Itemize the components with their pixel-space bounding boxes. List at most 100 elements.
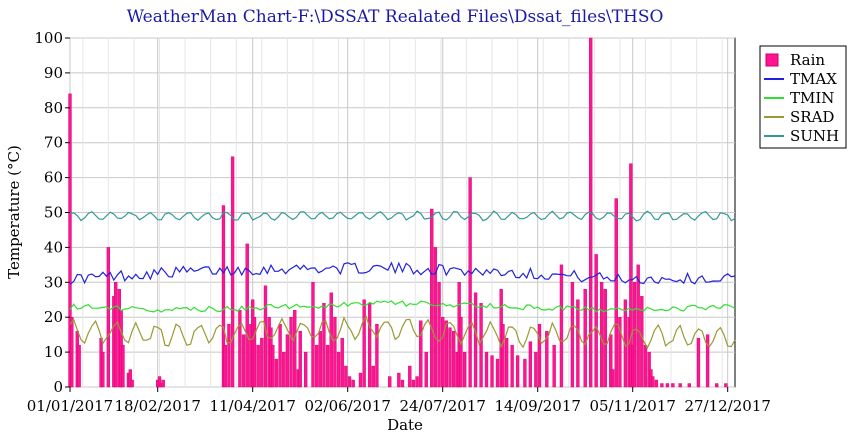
rain-bar	[256, 344, 260, 388]
rain-bar	[161, 379, 165, 388]
rain-bar	[430, 208, 434, 388]
rain-bar	[77, 344, 81, 388]
series-line-sunh	[69, 210, 736, 222]
rain-bar	[121, 344, 125, 388]
rain-bar	[715, 383, 719, 388]
rain-bar	[504, 337, 509, 388]
rain-bar	[614, 198, 618, 388]
rain-bar	[570, 282, 575, 388]
rain-bar	[583, 289, 587, 388]
rain-bar	[545, 330, 549, 388]
y-tick-label: 10	[44, 343, 63, 361]
rain-bar	[660, 383, 664, 388]
rain-bar	[227, 323, 231, 388]
rain-bar	[367, 303, 372, 388]
rain-bar	[424, 351, 428, 388]
rain-bar	[271, 344, 275, 388]
rain-bar	[371, 365, 375, 388]
rain-bar	[397, 372, 401, 388]
rain-bar	[70, 317, 74, 388]
rain-bar	[651, 376, 655, 388]
plot-area	[68, 37, 736, 388]
rain-bar	[484, 351, 489, 388]
rain-bar	[687, 383, 691, 388]
rain-bar	[468, 177, 472, 388]
rain-bar	[640, 296, 644, 388]
rain-bar	[705, 334, 710, 388]
rain-bar	[473, 292, 478, 388]
rain-bar	[411, 379, 416, 388]
x-axis-ticks: 01/01/2017 18/02/2017 11/04/2017 02/06/2017…	[27, 387, 771, 415]
rain-bar	[274, 358, 279, 388]
rain-bar	[459, 317, 463, 388]
rain-bar	[362, 299, 366, 388]
rain-bar	[629, 163, 633, 388]
rain-bar	[515, 355, 520, 388]
rain-bar	[285, 334, 290, 388]
rain-bar	[576, 299, 580, 388]
rain-bar	[444, 320, 449, 388]
rain-bar	[130, 379, 134, 388]
rain-bar	[230, 156, 235, 388]
rain-bar	[408, 365, 412, 388]
series-line-tmax	[69, 261, 736, 285]
rain-bar	[333, 317, 337, 388]
y-tick-label: 60	[44, 169, 63, 187]
legend-label-tmax: TMAX	[790, 70, 837, 88]
x-tick-label: 02/06/2017	[304, 397, 390, 415]
legend-label-rain: Rain	[790, 51, 825, 69]
rain-bar	[594, 254, 598, 388]
rain-bar	[618, 317, 622, 388]
rain-bar	[347, 376, 352, 388]
rain-bar	[322, 303, 326, 388]
rain-bar	[157, 376, 162, 388]
rain-bar	[534, 351, 538, 388]
rain-bar	[252, 317, 257, 388]
series-line-srad	[69, 314, 736, 350]
y-tick-label: 0	[53, 378, 63, 396]
x-tick-label: 24/07/2017	[399, 397, 485, 415]
rain-bar	[671, 383, 675, 388]
rain-bar	[501, 323, 505, 388]
y-tick-label: 40	[44, 238, 63, 256]
rain-bar	[263, 285, 268, 388]
rain-bar	[375, 323, 379, 388]
rain-bar	[221, 205, 226, 388]
legend-swatch-rain	[765, 53, 779, 67]
y-tick-label: 100	[34, 29, 63, 47]
y-tick-label: 70	[44, 134, 63, 152]
x-tick-label: 05/11/2017	[589, 397, 675, 415]
rain-bar	[490, 355, 494, 388]
rain-bar	[314, 344, 319, 388]
rain-bar	[636, 264, 640, 388]
rain-bar	[344, 365, 348, 388]
y-axis-ticks: 0 10 20 30 40 50 60 70 80 90 100	[34, 29, 70, 396]
rain-bar	[238, 310, 242, 388]
rain-bar	[298, 330, 302, 388]
rain-bar	[610, 369, 615, 388]
rain-bar	[510, 344, 514, 388]
legend-label-srad: SRAD	[790, 108, 834, 126]
legend-label-tmin: TMIN	[790, 89, 834, 107]
rain-bar	[559, 264, 564, 388]
rain-bar	[351, 379, 355, 388]
rain-bar	[437, 282, 441, 388]
rain-bar	[696, 337, 701, 388]
rain-bar	[128, 369, 132, 388]
rain-bar	[448, 327, 452, 388]
x-tick-label: 14/09/2017	[494, 397, 580, 415]
rain-bar	[318, 330, 322, 388]
rain-bar	[678, 383, 682, 388]
series-lines	[69, 210, 736, 350]
y-tick-label: 50	[44, 204, 63, 222]
rain-bar	[311, 282, 315, 388]
rain-bar	[462, 351, 467, 388]
rain-bar	[654, 379, 659, 388]
rain-bar	[643, 344, 648, 388]
rain-bar	[603, 289, 607, 388]
rain-bar	[241, 334, 246, 388]
rain-bar	[325, 344, 330, 388]
chart-title: WeatherMan Chart-F:\DSSAT Realated Files…	[127, 7, 664, 27]
